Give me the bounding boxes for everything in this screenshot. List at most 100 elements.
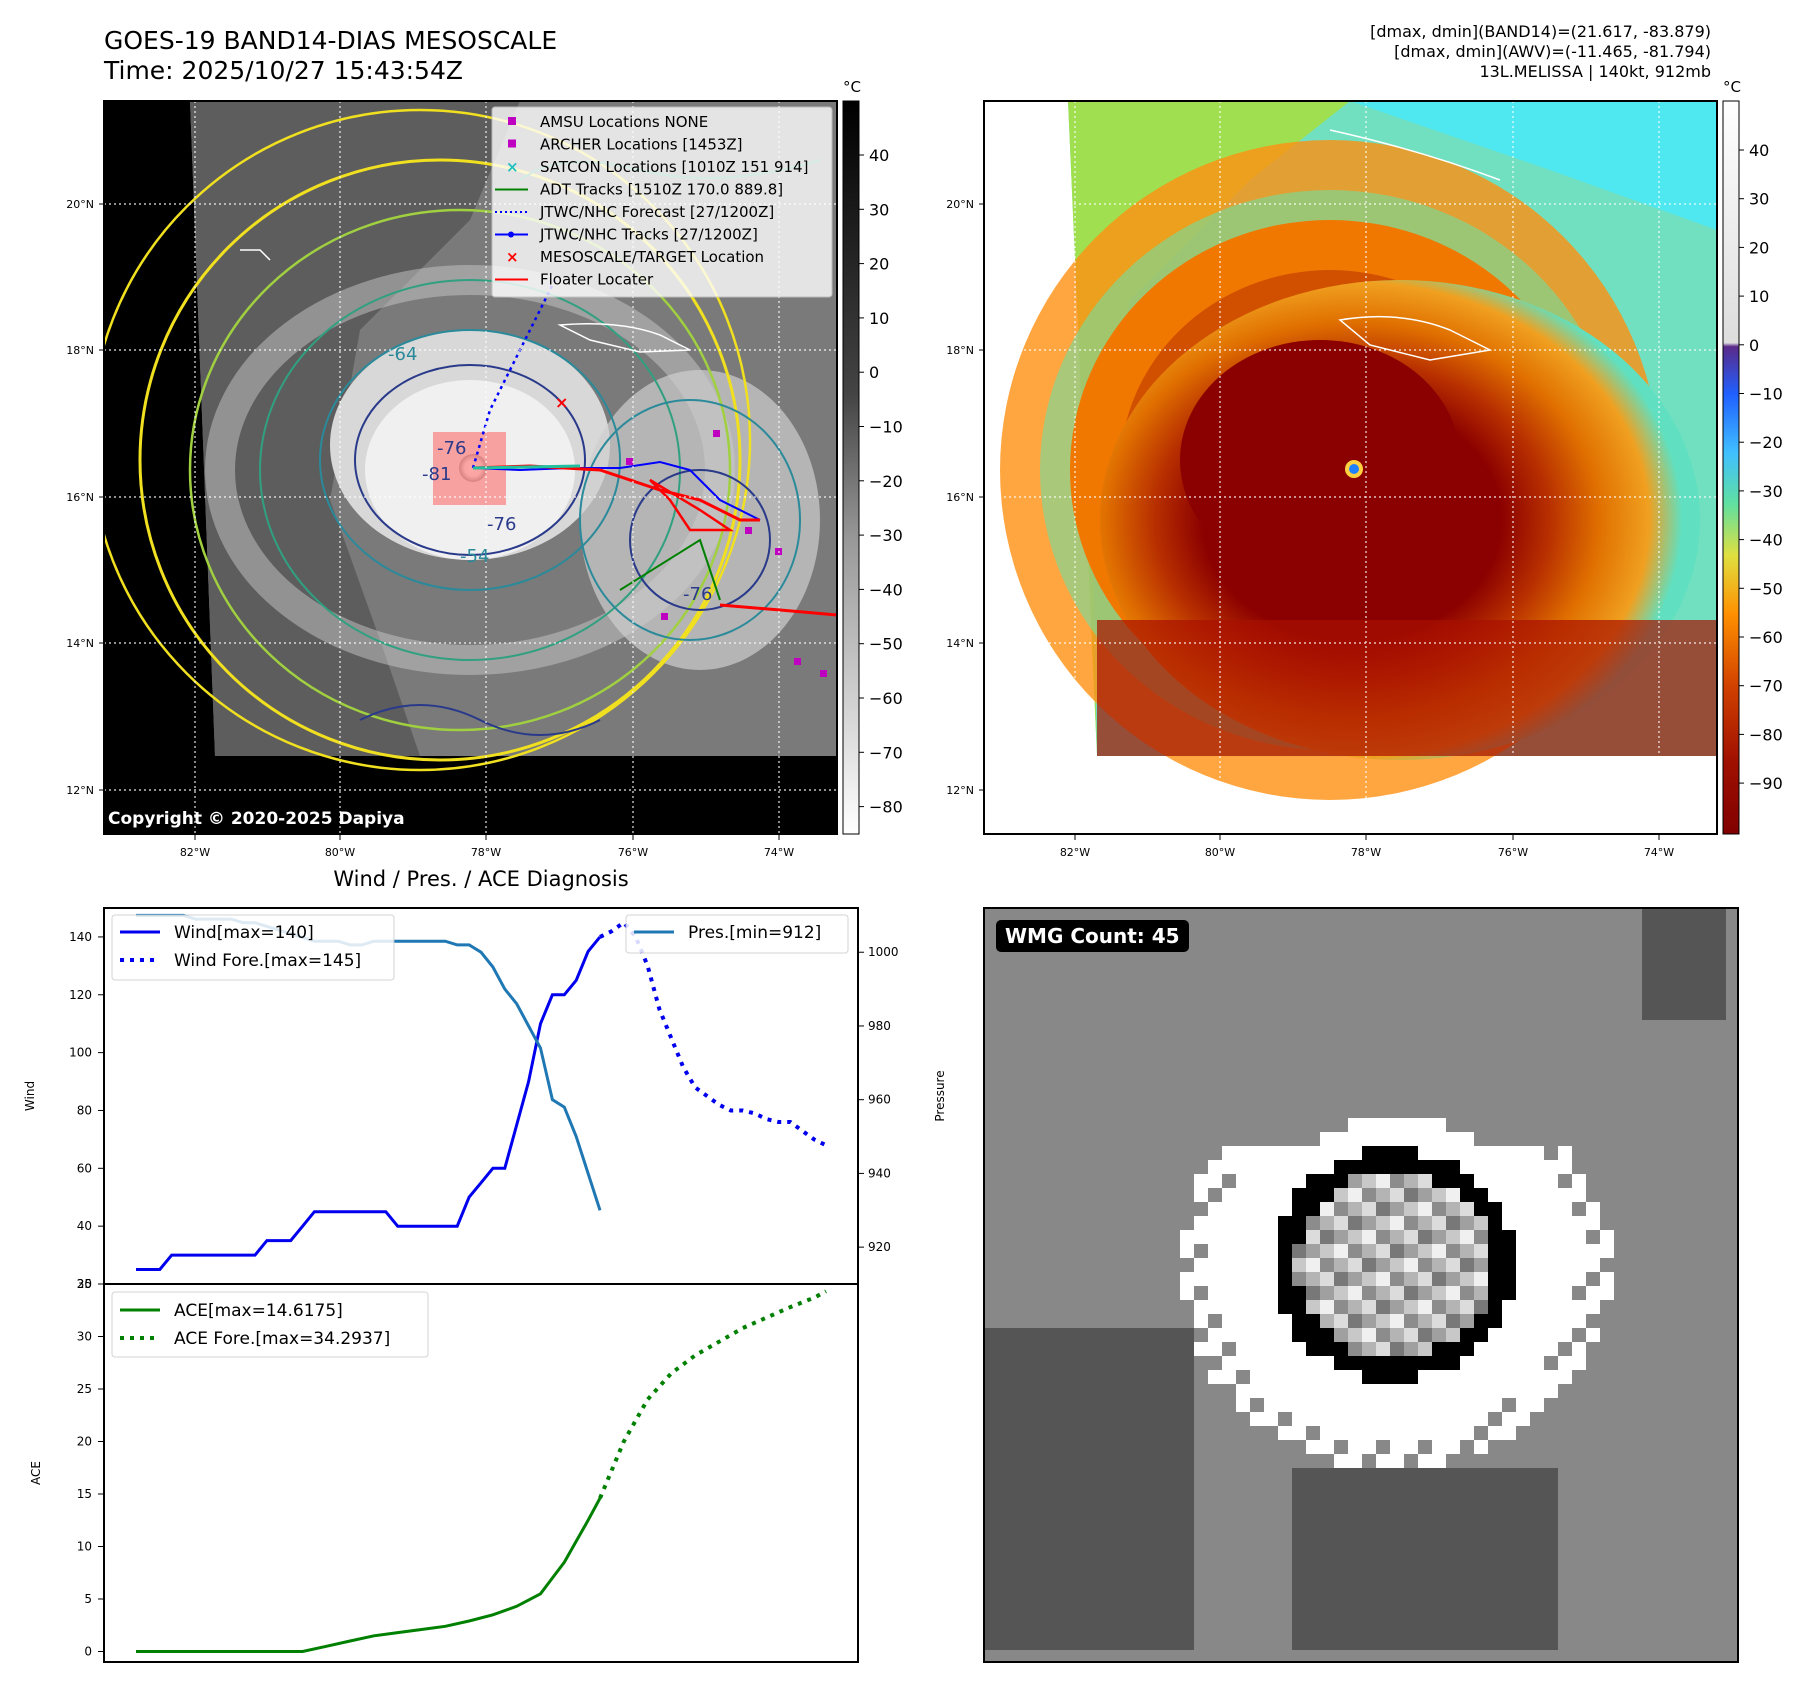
ace-tick-label: 5 (84, 1592, 92, 1606)
legend-label: JTWC/NHC Forecast [27/1200Z] (539, 203, 774, 221)
ace-tick-label: 35 (77, 1277, 92, 1291)
colorbar-tick-label: −80 (869, 798, 903, 817)
ace-tick-label: 20 (77, 1435, 92, 1449)
colorbar-tick-label: 40 (869, 146, 889, 165)
pressure-tick-label: 980 (868, 1019, 891, 1033)
colorbar-tick-label: −50 (1749, 579, 1783, 598)
ace-tick-label: 25 (77, 1382, 92, 1396)
colorbar-tick-label: −10 (869, 418, 903, 437)
colorbar-tick-label: −30 (1749, 482, 1783, 501)
colorbar-tick-label: 10 (869, 309, 889, 328)
lat-tick-label: 12°N (946, 784, 974, 797)
wmg-count-label: WMG Count: 45 (996, 920, 1189, 952)
legend-item: × MESOSCALE/TARGET Location (506, 248, 764, 266)
diagnosis-title: Wind / Pres. / ACE Diagnosis (333, 867, 628, 891)
colorbar-tick-label: 30 (1749, 190, 1769, 209)
wind-tick-label: 20 (77, 1277, 92, 1291)
legend-label: Wind Fore.[max=145] (174, 951, 361, 971)
wind-series-line (136, 935, 602, 1271)
colorbar-tick-label: −50 (869, 635, 903, 654)
legend-label: ADT Tracks [1510Z 170.0 889.8] (540, 181, 783, 199)
contour-label: -81 (422, 464, 451, 485)
lat-tick-label: 12°N (66, 784, 94, 797)
lon-tick-label: 76°W (618, 846, 648, 859)
contour-label: -64 (388, 344, 417, 365)
page-title: GOES-19 BAND14-DIAS MESOSCALE Time: 2025… (104, 26, 557, 86)
colorbar-tick-label: −90 (1749, 774, 1783, 793)
legend-item: × SATCON Locations [1010Z 151 914] (506, 158, 808, 176)
colorbar-tick-label: −70 (1749, 677, 1783, 696)
ace-tick-label: 10 (77, 1540, 92, 1554)
ace-tick-label: 30 (77, 1330, 92, 1344)
legend-label: Wind[max=140] (174, 923, 314, 943)
lon-tick-label: 78°W (471, 846, 501, 859)
legend-item: AMSU Locations NONE (508, 113, 708, 131)
ace-forecast-line (598, 1289, 827, 1499)
info-line-1: [dmax, dmin](BAND14)=(21.617, -83.879) (1370, 22, 1711, 41)
contour-label: -76 (437, 438, 466, 459)
colorbar-tick-label: −40 (869, 580, 903, 599)
pressure-tick-label: 940 (868, 1166, 891, 1180)
colorbar-tick-label: −60 (869, 689, 903, 708)
map-legend: AMSU Locations NONE ARCHER Locations [145… (491, 106, 833, 298)
title-line-2: Time: 2025/10/27 15:43:54Z (104, 56, 463, 85)
legend-item: ARCHER Locations [1453Z] (508, 136, 743, 154)
lon-tick-label: 74°W (764, 846, 794, 859)
colorbar-tick-label: 40 (1749, 141, 1769, 160)
lon-tick-label: 82°W (180, 846, 210, 859)
info-line-2: [dmax, dmin](AWV)=(-11.465, -81.794) (1394, 42, 1711, 61)
wind-legend: Wind[max=140] Wind Fore.[max=145] (111, 914, 395, 981)
legend-item: ADT Tracks [1510Z 170.0 889.8] (495, 181, 783, 199)
ace-tick-label: 0 (84, 1645, 92, 1659)
legend-label: ACE Fore.[max=34.2937] (174, 1329, 390, 1349)
legend-item: Floater Locater (495, 271, 654, 289)
legend-label: Floater Locater (540, 271, 654, 289)
colorbar-tick-label: 0 (869, 363, 879, 382)
colorbar-tick-label: −30 (869, 526, 903, 545)
lat-tick-label: 18°N (946, 344, 974, 357)
storm-info: [dmax, dmin](BAND14)=(21.617, -83.879) [… (1370, 22, 1711, 82)
legend-label: SATCON Locations [1010Z 151 914] (540, 158, 808, 176)
ace-tick-label: 15 (77, 1487, 92, 1501)
wind-axis-label: Wind (23, 1081, 37, 1111)
wind-tick-label: 40 (77, 1219, 92, 1233)
colorbar-tick-label: −80 (1749, 725, 1783, 744)
wind-tick-label: 120 (69, 988, 92, 1002)
wind-pressure-chart: 20 40 60 80 100 120 140 920 940 960 980 1000 Wind[ma… (23, 907, 947, 1291)
legend-label: ACE[max=14.6175] (174, 1301, 343, 1321)
legend-item: JTWC/NHC Tracks [27/1200Z] (495, 226, 758, 244)
contour-label: -76 (487, 514, 516, 535)
colorbar-tick-label: 30 (869, 200, 889, 219)
wmg-panel (983, 907, 1739, 1663)
legend-label: AMSU Locations NONE (540, 113, 708, 131)
colorbar-tick-label: −70 (869, 743, 903, 762)
colorbar-tick-label: 20 (869, 255, 889, 274)
title-line-1: GOES-19 BAND14-DIAS MESOSCALE (104, 26, 558, 55)
legend-square-icon (508, 139, 516, 148)
target-location-icon: × (555, 393, 568, 412)
pressure-axis-label: Pressure (933, 1070, 947, 1121)
lat-tick-label: 16°N (66, 491, 94, 504)
colorbar-tick-label: 0 (1749, 336, 1759, 355)
awv-map-panel (984, 101, 1717, 834)
info-line-3: 13L.MELISSA | 140kt, 912mb (1479, 62, 1711, 81)
colorbar-right-unit: °C (1723, 78, 1741, 96)
lon-tick-label: 80°W (1205, 846, 1235, 859)
copyright-text: Copyright © 2020-2025 Dapiya (108, 809, 405, 829)
lat-tick-label: 20°N (946, 198, 974, 211)
colorbar-tick-label: −60 (1749, 628, 1783, 647)
pressure-tick-label: 1000 (868, 945, 899, 959)
legend-label: JTWC/NHC Tracks [27/1200Z] (539, 226, 758, 244)
contour-label: -76 (683, 584, 712, 605)
ace-series-line (136, 1497, 602, 1653)
colorbar-tick-label: −40 (1749, 531, 1783, 550)
legend-x-icon: × (506, 248, 519, 266)
pressure-tick-label: 920 (868, 1240, 891, 1254)
lat-tick-label: 18°N (66, 344, 94, 357)
lat-tick-label: 14°N (66, 637, 94, 650)
colorbar-tick-label: 20 (1749, 238, 1769, 257)
lon-tick-label: 78°W (1351, 846, 1381, 859)
lon-tick-label: 82°W (1060, 846, 1090, 859)
colorbar-right: °C 40 30 20 10 0 −10 −20 −30 −40 −50 −60 −70 −80 −90 (1722, 78, 1783, 835)
